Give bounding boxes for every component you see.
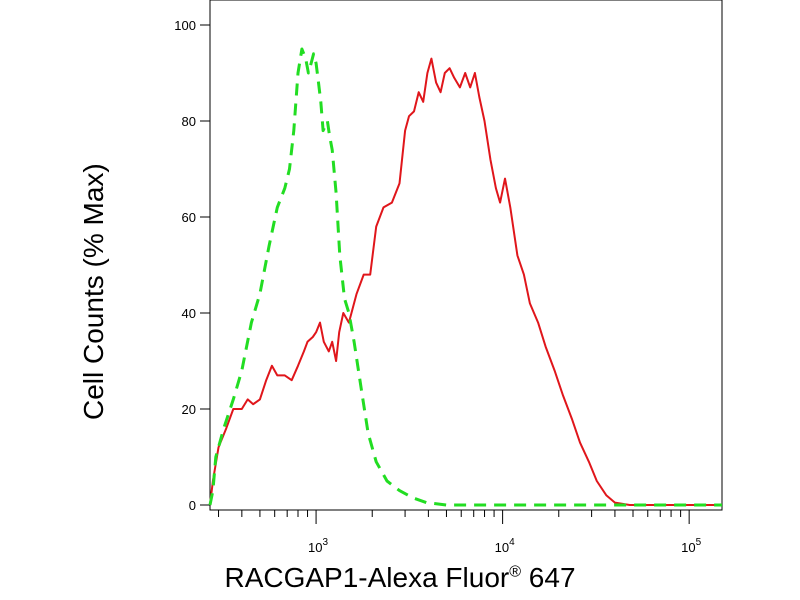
y-tick-label: 100 bbox=[174, 18, 196, 33]
registered-mark: ® bbox=[509, 563, 522, 581]
y-tick-label: 0 bbox=[189, 498, 196, 513]
x-tick-label: 103 bbox=[308, 537, 328, 555]
y-axis: 0 20 40 60 80 100 bbox=[174, 18, 210, 513]
stained-sample-line bbox=[209, 57, 722, 506]
control-sample-line bbox=[208, 47, 722, 507]
x-axis-label-main: RACGAP1-Alexa Fluor bbox=[224, 562, 510, 593]
x-axis-label: RACGAP1-Alexa Fluor® 647 bbox=[0, 562, 800, 594]
x-tick-label: 104 bbox=[495, 537, 515, 555]
y-axis-label: Cell Counts (% Max) bbox=[78, 163, 109, 420]
x-axis: 103 104 105 bbox=[218, 510, 702, 555]
x-axis-label-suffix: 647 bbox=[521, 562, 576, 593]
y-tick-label: 20 bbox=[182, 402, 196, 417]
plot-frame bbox=[209, 0, 723, 511]
histogram-series bbox=[208, 47, 722, 507]
x-tick-label: 105 bbox=[681, 537, 701, 555]
y-tick-label: 40 bbox=[182, 306, 196, 321]
y-tick-label: 60 bbox=[182, 210, 196, 225]
y-tick-label: 80 bbox=[182, 114, 196, 129]
